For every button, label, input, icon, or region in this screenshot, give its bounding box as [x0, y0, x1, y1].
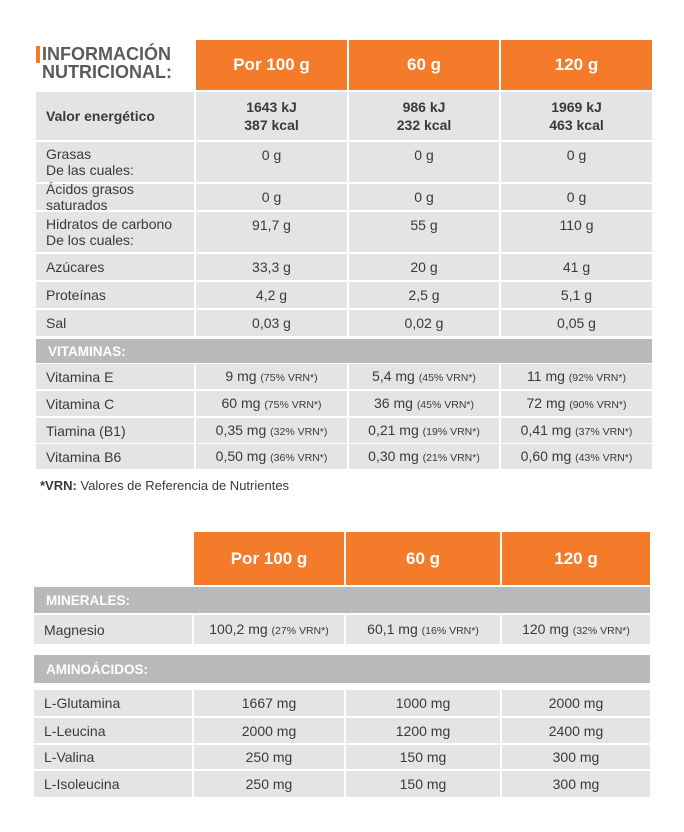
table-cell: 91,7 g: [196, 212, 347, 252]
table-cell: 0 g: [196, 184, 347, 210]
table-cell: 5,4 mg (45% VRN*): [349, 364, 499, 389]
table-cell: 5,1 g: [501, 282, 652, 308]
row-label-isoleucine: L-Isoleucina: [34, 771, 192, 797]
footnote: *VRN: Valores de Referencia de Nutriente…: [40, 478, 290, 493]
page-title: INFORMACIÓN NUTRICIONAL:: [42, 44, 172, 82]
table-cell: 0,05 g: [501, 310, 652, 336]
table-cell: 2000 mg: [194, 718, 344, 743]
row-label-thiamine: Tiamina (B1): [36, 418, 194, 443]
table-cell: 120 mg (32% VRN*): [502, 615, 650, 644]
table-cell: 0,35 mg (32% VRN*): [196, 418, 347, 443]
row-label-vitamin-e: Vitamina E: [36, 364, 194, 389]
table-cell: 150 mg: [346, 771, 500, 797]
table-cell: 2000 mg: [502, 690, 650, 716]
section-header-amino-acids: AMINOÁCIDOS:: [34, 655, 650, 683]
table-cell: 0 g: [501, 184, 652, 210]
table-cell: 0 g: [196, 142, 347, 182]
table-cell: 100,2 mg (27% VRN*): [194, 615, 344, 644]
energy-value: 1643 kJ 387 kcal: [196, 92, 347, 140]
row-label-fat: Grasas De las cuales:: [36, 142, 194, 182]
row-label-sugars: Azúcares: [36, 254, 194, 280]
table-cell: 110 g: [501, 212, 652, 252]
row-label-salt: Sal: [36, 310, 194, 336]
table-cell: 0 g: [349, 184, 499, 210]
table-cell: 0,02 g: [349, 310, 499, 336]
column-header-per-100g: Por 100 g: [196, 40, 347, 90]
column-header-120g: 120 g: [502, 532, 650, 585]
table-cell: 60,1 mg (16% VRN*): [346, 615, 500, 644]
table-cell: 2400 mg: [502, 718, 650, 743]
table-cell: 0,50 mg (36% VRN*): [196, 444, 347, 469]
table-cell: 300 mg: [502, 771, 650, 797]
table-cell: 250 mg: [194, 771, 344, 797]
table-cell: 0,41 mg (37% VRN*): [501, 418, 652, 443]
table-cell: 0,21 mg (19% VRN*): [349, 418, 499, 443]
row-label-protein: Proteínas: [36, 282, 194, 308]
title-accent-bar: [36, 46, 40, 63]
table-cell: 4,2 g: [196, 282, 347, 308]
table-cell: 36 mg (45% VRN*): [349, 391, 499, 416]
section-header-minerals: MINERALES:: [34, 587, 650, 613]
table-cell: 20 g: [349, 254, 499, 280]
energy-value: 986 kJ 232 kcal: [349, 92, 499, 140]
column-header-120g: 120 g: [501, 40, 652, 90]
table-cell: 0 g: [349, 142, 499, 182]
table-cell: 11 mg (92% VRN*): [501, 364, 652, 389]
column-header-60g: 60 g: [346, 532, 500, 585]
table-cell: 0,30 mg (21% VRN*): [349, 444, 499, 469]
section-header-vitamins: VITAMINAS:: [36, 339, 652, 363]
column-header-60g: 60 g: [349, 40, 499, 90]
row-label-valine: L-Valina: [34, 745, 192, 769]
table-cell: 60 mg (75% VRN*): [196, 391, 347, 416]
row-label-carbohydrates: Hidratos de carbono De los cuales:: [36, 212, 194, 252]
table-cell: 55 g: [349, 212, 499, 252]
table-cell: 2,5 g: [349, 282, 499, 308]
table-cell: 41 g: [501, 254, 652, 280]
table-cell: 9 mg (75% VRN*): [196, 364, 347, 389]
table-cell: 1000 mg: [346, 690, 500, 716]
table-cell: 0 g: [501, 142, 652, 182]
table-cell: 72 mg (90% VRN*): [501, 391, 652, 416]
table-cell: 150 mg: [346, 745, 500, 769]
row-label-vitamin-c: Vitamina C: [36, 391, 194, 416]
table-cell: 1667 mg: [194, 690, 344, 716]
row-label-magnesium: Magnesio: [34, 615, 192, 644]
table-cell: 300 mg: [502, 745, 650, 769]
column-header-per-100g: Por 100 g: [194, 532, 344, 585]
row-label-leucine: L-Leucina: [34, 718, 192, 743]
table-cell: 0,03 g: [196, 310, 347, 336]
row-label-energy: Valor energético: [36, 92, 194, 140]
row-label-glutamine: L-Glutamina: [34, 690, 192, 716]
table-cell: 0,60 mg (43% VRN*): [501, 444, 652, 469]
table-cell: 250 mg: [194, 745, 344, 769]
row-label-saturated-fat: Ácidos grasos saturados: [36, 181, 194, 213]
row-label-vitamin-b6: Vitamina B6: [36, 444, 194, 469]
table-cell: 1200 mg: [346, 718, 500, 743]
energy-value: 1969 kJ 463 kcal: [501, 92, 652, 140]
table-cell: 33,3 g: [196, 254, 347, 280]
